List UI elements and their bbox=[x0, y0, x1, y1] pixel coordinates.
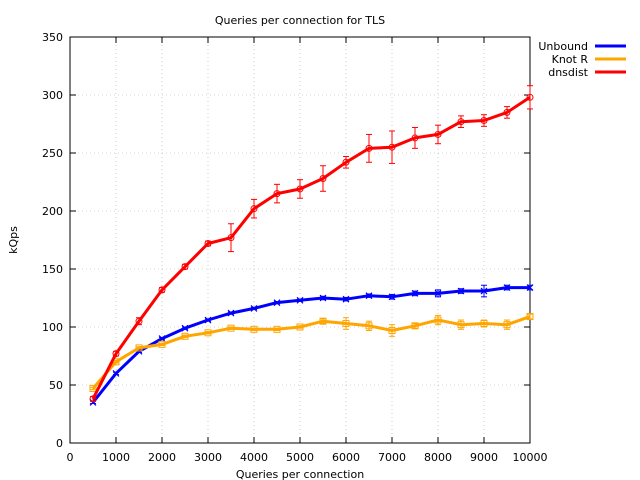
x-tick-label: 1000 bbox=[102, 451, 130, 464]
data-point bbox=[250, 325, 258, 333]
data-point bbox=[411, 289, 419, 297]
data-point bbox=[227, 324, 235, 332]
data-point bbox=[273, 299, 281, 307]
data-point bbox=[411, 134, 419, 142]
x-tick-label: 10000 bbox=[513, 451, 548, 464]
series-unbound bbox=[89, 284, 534, 406]
data-point bbox=[388, 326, 396, 334]
series-dnsdist bbox=[89, 85, 534, 403]
data-point bbox=[204, 316, 212, 324]
y-tick-label: 200 bbox=[42, 205, 63, 218]
x-axis: 0 1000 2000 3000 4000 5000 6000 7000 8000 9000 100… bbox=[67, 37, 548, 464]
series-line-unbound bbox=[91, 286, 530, 404]
legend-label-unbound: Unbound bbox=[538, 40, 588, 53]
data-point bbox=[388, 293, 396, 301]
chart-title: Queries per connection for TLS bbox=[215, 14, 385, 27]
x-tick-label: 7000 bbox=[378, 451, 406, 464]
data-point bbox=[296, 296, 304, 304]
y-axis-label: kQps bbox=[7, 226, 20, 254]
data-point bbox=[503, 108, 511, 116]
data-point bbox=[342, 320, 350, 328]
data-point bbox=[204, 329, 212, 337]
data-point bbox=[526, 284, 534, 291]
data-point bbox=[434, 316, 442, 324]
y-axis: 0 50 100 150 200 250 300 350 bbox=[42, 31, 530, 450]
y-tick-label: 350 bbox=[42, 31, 63, 44]
data-point bbox=[503, 321, 511, 329]
y-tick-label: 300 bbox=[42, 89, 63, 102]
data-point bbox=[503, 284, 511, 291]
y-tick-label: 50 bbox=[49, 379, 63, 392]
data-point bbox=[204, 239, 212, 247]
x-tick-label: 9000 bbox=[470, 451, 498, 464]
data-point bbox=[112, 369, 120, 377]
data-point bbox=[227, 309, 235, 317]
data-point bbox=[135, 317, 143, 325]
data-point bbox=[480, 320, 488, 328]
data-point bbox=[296, 185, 304, 193]
data-point bbox=[250, 305, 258, 312]
data-point bbox=[480, 287, 488, 295]
y-tick-label: 150 bbox=[42, 263, 63, 276]
series-line-dnsdist bbox=[91, 96, 531, 400]
data-point bbox=[273, 325, 281, 333]
x-tick-label: 3000 bbox=[194, 451, 222, 464]
data-point bbox=[181, 324, 189, 332]
data-point bbox=[250, 205, 258, 213]
data-point bbox=[365, 144, 373, 152]
x-tick-label: 6000 bbox=[332, 451, 360, 464]
data-point bbox=[158, 340, 166, 348]
data-point bbox=[319, 294, 327, 302]
data-point bbox=[227, 234, 235, 242]
data-point bbox=[388, 143, 396, 151]
data-point bbox=[181, 332, 189, 340]
x-tick-label: 5000 bbox=[286, 451, 314, 464]
data-point bbox=[89, 384, 97, 392]
x-tick-label: 2000 bbox=[148, 451, 176, 464]
x-tick-label: 4000 bbox=[240, 451, 268, 464]
data-point bbox=[181, 263, 189, 271]
legend-label-knot-r: Knot R bbox=[552, 53, 589, 66]
series-knot-r bbox=[89, 313, 534, 392]
data-point bbox=[526, 313, 534, 321]
data-point bbox=[89, 395, 97, 403]
data-point bbox=[112, 350, 120, 358]
data-point bbox=[135, 344, 143, 352]
data-point bbox=[434, 130, 442, 138]
data-point bbox=[158, 286, 166, 294]
grid bbox=[70, 37, 530, 443]
data-point bbox=[457, 118, 465, 126]
data-point bbox=[342, 295, 350, 303]
series-line-knot-r bbox=[91, 315, 531, 390]
data-point bbox=[273, 190, 281, 198]
data-point bbox=[457, 287, 465, 295]
y-tick-label: 250 bbox=[42, 147, 63, 160]
data-point bbox=[319, 317, 327, 325]
x-tick-label: 8000 bbox=[424, 451, 452, 464]
data-point bbox=[434, 289, 442, 297]
data-point bbox=[342, 158, 350, 166]
data-point bbox=[365, 322, 373, 330]
data-point bbox=[457, 321, 465, 329]
data-point bbox=[411, 322, 419, 330]
data-point bbox=[365, 292, 373, 300]
y-tick-label: 100 bbox=[42, 321, 63, 334]
data-point bbox=[480, 117, 488, 125]
y-tick-label: 0 bbox=[56, 437, 63, 450]
x-axis-label: Queries per connection bbox=[236, 468, 364, 480]
data-point bbox=[158, 335, 166, 343]
data-point bbox=[526, 93, 534, 101]
data-point bbox=[319, 175, 327, 183]
x-tick-label: 0 bbox=[67, 451, 74, 464]
legend-label-dnsdist: dnsdist bbox=[548, 66, 588, 79]
series-layer bbox=[89, 85, 534, 406]
data-point bbox=[296, 323, 304, 331]
